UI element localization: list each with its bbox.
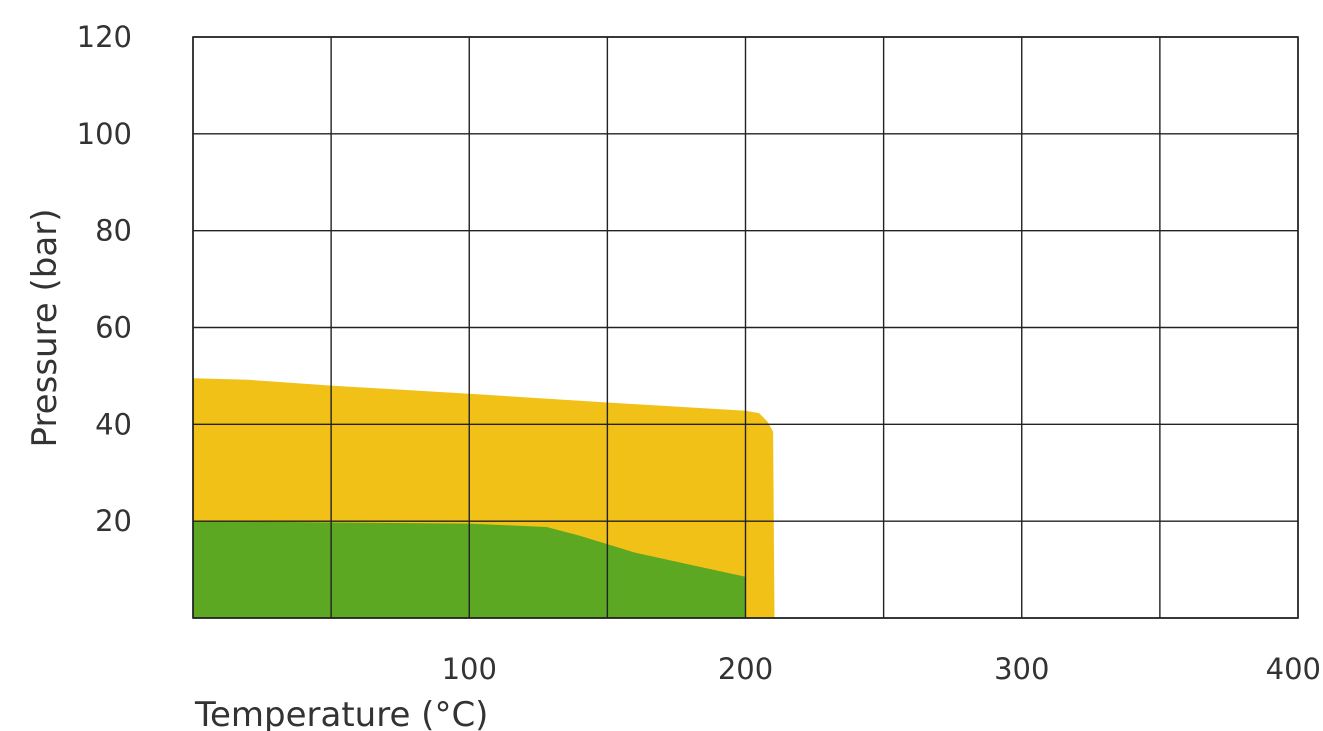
x-tick-label: 400	[1266, 652, 1321, 686]
y-tick-label: 120	[77, 20, 132, 54]
y-tick-label: 60	[95, 311, 132, 345]
plot-frame	[192, 36, 1299, 619]
x-axis-ticks: 100 200 300 400	[442, 652, 1321, 686]
y-tick-label: 40	[95, 407, 132, 441]
y-tick-label: 20	[95, 504, 132, 538]
y-tick-label: 100	[77, 117, 132, 151]
x-tick-label: 300	[994, 652, 1049, 686]
x-tick-label: 200	[718, 652, 773, 686]
y-axis-ticks: 20 40 60 80 100 120	[77, 20, 132, 538]
x-tick-label: 100	[442, 652, 497, 686]
y-axis-label: Pressure (bar)	[25, 209, 65, 448]
y-tick-label: 80	[95, 214, 132, 248]
x-axis-label: Temperature (°C)	[194, 695, 488, 731]
area-fills	[193, 378, 775, 618]
